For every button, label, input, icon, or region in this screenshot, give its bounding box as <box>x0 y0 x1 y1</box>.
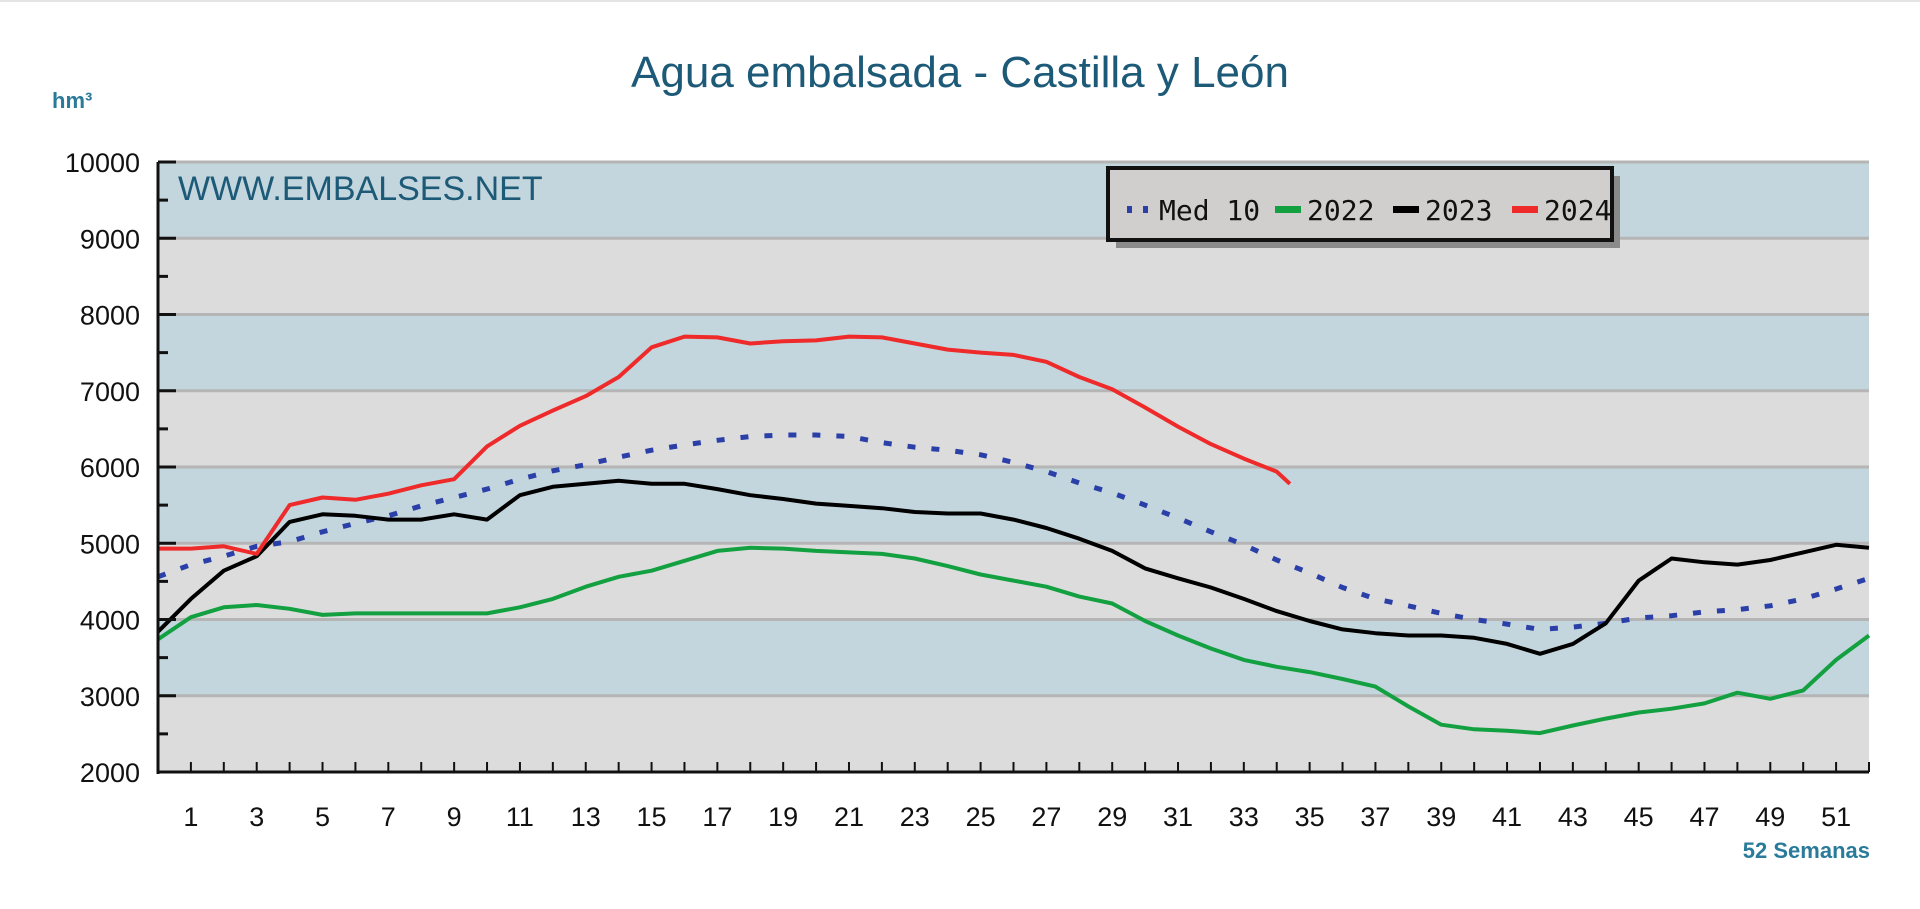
x-tick-label: 41 <box>1492 802 1522 832</box>
x-tick-label: 25 <box>966 802 996 832</box>
chart-title: Agua embalsada - Castilla y León <box>631 48 1289 97</box>
y-tick-label: 9000 <box>80 224 140 254</box>
x-tick-label: 9 <box>447 802 462 832</box>
background-band <box>158 467 1869 544</box>
x-tick-label: 19 <box>768 802 798 832</box>
legend-label: 2022 <box>1307 194 1374 227</box>
x-tick-label: 17 <box>702 802 732 832</box>
y-tick-label: 7000 <box>80 377 140 407</box>
y-tick-label: 5000 <box>80 529 140 559</box>
x-tick-label: 33 <box>1229 802 1259 832</box>
x-tick-label: 11 <box>506 802 534 832</box>
y-tick-labels: 2000 3000 4000 5000 6000 7000 8000 9000 10000 <box>65 148 140 788</box>
x-tick-label: 45 <box>1624 802 1654 832</box>
top-border <box>0 0 1920 2</box>
x-tick-label: 47 <box>1689 802 1719 832</box>
legend-swatch-2023 <box>1393 206 1419 213</box>
legend-label: Med 10 <box>1159 194 1260 227</box>
x-tick-label: 43 <box>1558 802 1588 832</box>
watermark: WWW.EMBALSES.NET <box>178 170 543 208</box>
background-band <box>158 619 1869 696</box>
legend-label: 2023 <box>1425 194 1492 227</box>
x-tick-label: 21 <box>834 802 864 832</box>
x-tick-label: 23 <box>900 802 930 832</box>
x-tick-label: 35 <box>1295 802 1325 832</box>
axes <box>156 160 1870 774</box>
x-tick-label: 7 <box>381 802 396 832</box>
legend-label: 2024 <box>1544 194 1611 227</box>
y-tick-label: 8000 <box>80 301 140 331</box>
y-tick-label: 4000 <box>80 606 140 636</box>
series-line-2022 <box>156 545 1871 736</box>
series-line-2024 <box>158 334 1292 556</box>
x-tick-label: 5 <box>315 802 330 832</box>
x-tick-label: 27 <box>1031 802 1061 832</box>
y-tick-label: 6000 <box>80 453 140 483</box>
background-band <box>158 238 1869 315</box>
background-band <box>158 390 1869 467</box>
series-line-2023 <box>156 478 1870 656</box>
x-tick-label: 3 <box>249 802 264 832</box>
y-tick-label: 2000 <box>80 758 140 788</box>
legend-swatch-2024 <box>1512 206 1538 213</box>
x-tick-label: 37 <box>1360 802 1390 832</box>
x-tick-labels: 1 3 5 7 9 11 13 15 17 19 21 23 25 27 29 31 33 35 37 39 41 43 4… <box>183 802 1851 832</box>
background-band <box>158 314 1869 391</box>
legend-swatch-dot <box>1143 206 1148 213</box>
x-axis-label: 52 Semanas <box>1742 838 1870 863</box>
background-band <box>158 695 1869 772</box>
legend: Med 10 2022 2023 2024 <box>1106 166 1620 248</box>
x-tick-label: 51 <box>1821 802 1851 832</box>
x-tick-label: 1 <box>183 802 198 832</box>
x-tick-label: 29 <box>1097 802 1127 832</box>
series-lines <box>156 334 1871 736</box>
x-tick-label: 49 <box>1755 802 1785 832</box>
background-bands <box>158 162 1869 772</box>
y-axis-label: hm³ <box>52 88 92 114</box>
legend-swatch-dot <box>1127 206 1132 213</box>
x-tick-label: 39 <box>1426 802 1456 832</box>
x-tick-label: 13 <box>571 802 601 832</box>
legend-swatch-2022 <box>1275 206 1301 213</box>
x-tick-label: 15 <box>637 802 667 832</box>
y-tick-label: 10000 <box>65 148 140 178</box>
y-tick-label: 3000 <box>80 682 140 712</box>
x-tick-label: 31 <box>1163 802 1193 832</box>
series-line-med-10 <box>157 432 1870 632</box>
legend-box <box>1106 166 1614 242</box>
y-axis-unit: hm³ <box>52 88 93 113</box>
